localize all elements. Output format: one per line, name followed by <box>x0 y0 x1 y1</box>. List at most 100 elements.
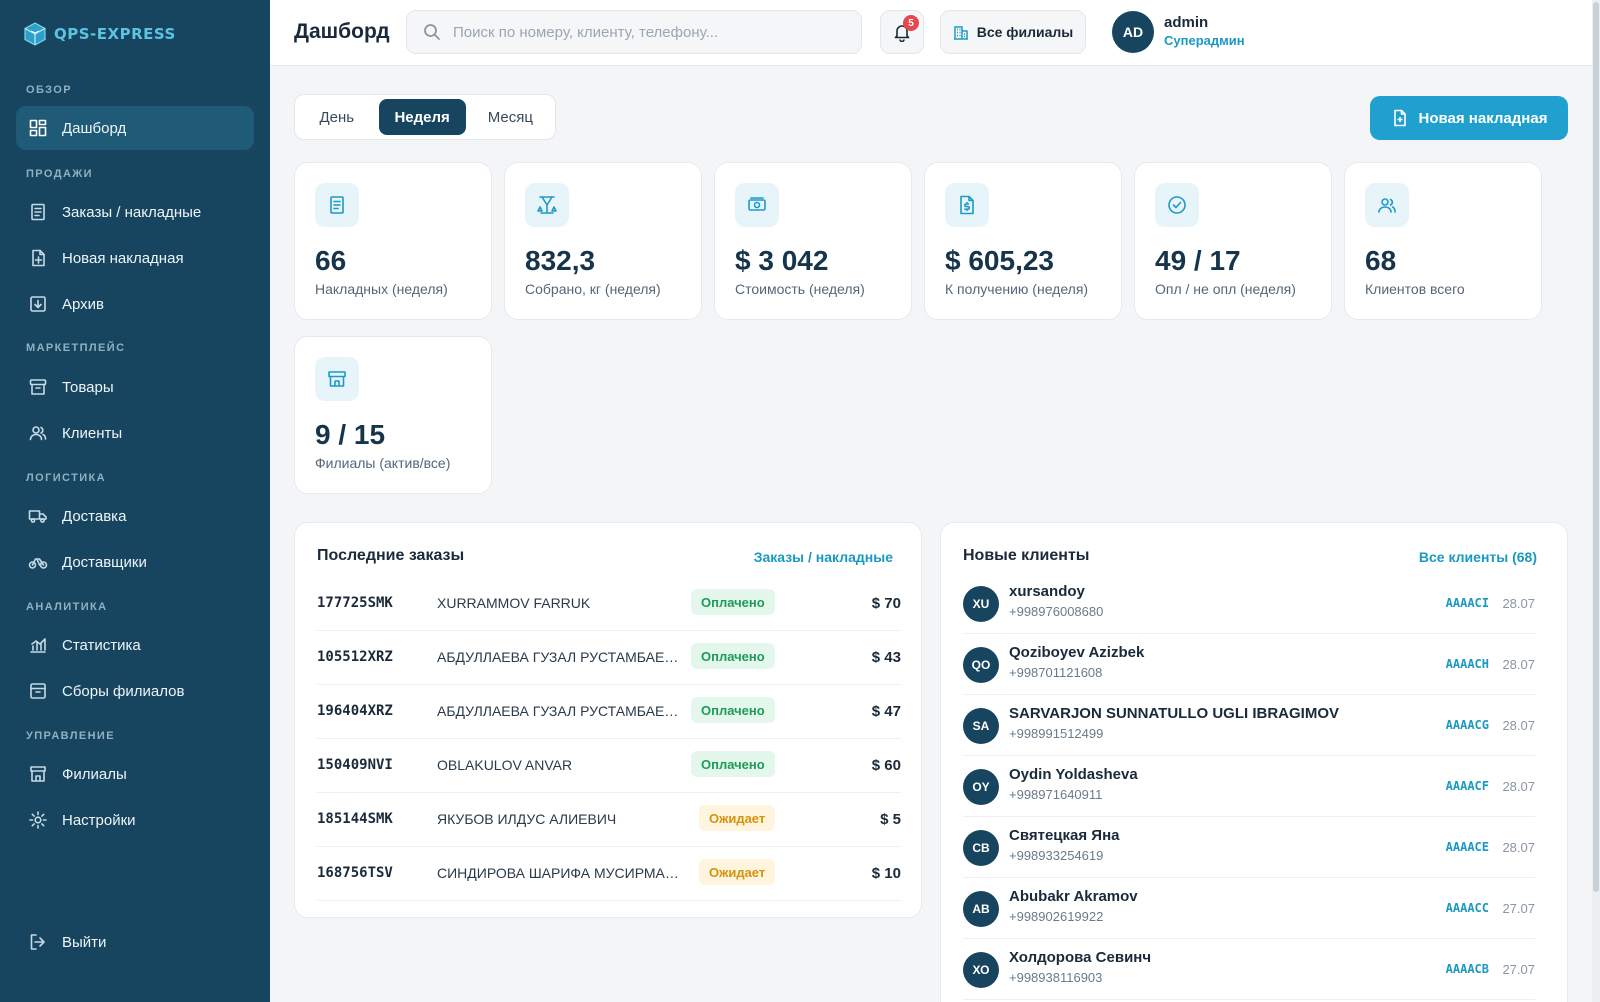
search-input[interactable] <box>453 23 843 41</box>
nav-section-sales: ПРОДАЖИ <box>26 168 93 180</box>
table-row[interactable]: 185144SMK ЯКУБОВ ИЛДУС АЛИЕВИЧ Ожидает $… <box>317 793 901 847</box>
client-name: SARVARJON SUNNATULLO UGLI IBRAGIMOV <box>1009 705 1340 722</box>
stat-value: 49 / 17 <box>1155 245 1241 276</box>
chart-icon <box>30 638 46 653</box>
table-row[interactable]: 168756TSV СИНДИРОВА ШАРИФА МУСИРМАНОВНА … <box>317 847 901 901</box>
all-clients-link[interactable]: Все клиенты (68) <box>1418 549 1537 565</box>
stat-card-invoices[interactable]: 66 Накладных (неделя) <box>294 162 492 320</box>
client-phone: +998701121608 <box>1009 665 1103 680</box>
stat-label: К получению (неделя) <box>945 281 1089 297</box>
dollar-doc-icon <box>960 195 974 215</box>
tab-month[interactable]: Месяц <box>487 108 533 126</box>
stat-label: Опл / не опл (неделя) <box>1155 281 1296 297</box>
user-avatar[interactable]: AD <box>1112 11 1154 53</box>
brand-logo[interactable]: QPS-EXPRESS <box>24 22 176 46</box>
status-badge: Ожидает <box>699 805 776 831</box>
sidebar-item-branch-fees[interactable]: Сборы филиалов <box>16 669 254 713</box>
client-code: AAAACE <box>1445 840 1489 854</box>
tab-day[interactable]: День <box>319 108 355 126</box>
list-item[interactable]: СВ Святецкая Яна +998933254619 AAAACE 28… <box>963 817 1535 878</box>
sidebar-item-label: Дашборд <box>62 119 127 137</box>
client-code: AAAACG <box>1445 718 1489 732</box>
stat-label: Филиалы (актив/все) <box>315 455 451 471</box>
nav-section-overview: ОБЗОР <box>26 84 72 96</box>
sidebar-item-dashboard[interactable]: Дашборд <box>16 106 254 150</box>
client-phone: +998938116903 <box>1009 970 1103 985</box>
order-client: АБДУЛЛАЕВА ГУЗАЛ РУСТАМБАЕВНА <box>437 649 687 665</box>
sidebar-item-label: Доставка <box>62 507 127 525</box>
client-date: 27.07 <box>1502 962 1535 977</box>
client-phone: +998971640911 <box>1009 787 1103 802</box>
sidebar-item-settings[interactable]: Настройки <box>16 798 254 842</box>
gear-icon <box>29 811 47 829</box>
table-row[interactable]: 105512XRZ АБДУЛЛАЕВА ГУЗАЛ РУСТАМБАЕВНА … <box>317 631 901 685</box>
table-row[interactable]: 150409NVI OBLAKULOV ANVAR Оплачено $ 60 <box>317 739 901 793</box>
stat-card-paid-unpaid[interactable]: 49 / 17 Опл / не опл (неделя) <box>1134 162 1332 320</box>
avatar: QO <box>963 647 999 683</box>
orders-link[interactable]: Заказы / накладные <box>753 549 893 565</box>
clients-icon <box>29 426 47 441</box>
sidebar-item-branches[interactable]: Филиалы <box>16 752 254 796</box>
search-box[interactable] <box>406 10 862 54</box>
nav-section-management: УПРАВЛЕНИЕ <box>26 730 115 742</box>
client-code: AAAACC <box>1445 901 1489 915</box>
sidebar-item-label: Товары <box>62 378 114 396</box>
list-item[interactable]: SA SARVARJON SUNNATULLO UGLI IBRAGIMOV +… <box>963 695 1535 756</box>
branch-filter-button[interactable]: Все филиалы <box>940 10 1086 54</box>
notifications-button[interactable]: 5 <box>880 10 924 54</box>
branch-filter-label: Все филиалы <box>976 24 1074 40</box>
order-client: XURRAMMOV FARRUK <box>437 595 591 611</box>
list-item[interactable]: AB Abubakr Akramov +998902619922 AAAACC … <box>963 878 1535 939</box>
stat-card-weight[interactable]: 832,3 Собрано, кг (неделя) <box>504 162 702 320</box>
page-scrollbar[interactable] <box>1592 0 1600 1002</box>
order-id: 168756TSV <box>317 865 393 881</box>
order-id: 105512XRZ <box>317 649 393 665</box>
client-phone: +998902619922 <box>1009 909 1104 924</box>
sidebar-item-new-invoice[interactable]: Новая накладная <box>16 236 254 280</box>
sidebar-item-delivery[interactable]: Доставка <box>16 494 254 538</box>
list-item[interactable]: ХО Холдорова Севинч +998938116903 AAAACB… <box>963 939 1535 1000</box>
logout-button[interactable]: Выйти <box>16 920 254 964</box>
client-name: Холдорова Севинч <box>1009 949 1152 966</box>
sidebar-item-clients[interactable]: Клиенты <box>16 411 254 455</box>
list-item[interactable]: QO Qoziboyev Azizbek +998701121608 AAAAC… <box>963 634 1535 695</box>
stat-card-branches[interactable]: 9 / 15 Филиалы (актив/все) <box>294 336 492 494</box>
order-amount: $ 43 <box>871 649 901 666</box>
sidebar-item-orders[interactable]: Заказы / накладные <box>16 190 254 234</box>
status-badge: Оплачено <box>691 589 775 615</box>
recent-orders-panel: Последние заказы Заказы / накладные 1777… <box>294 522 922 918</box>
card-icon-wrap <box>945 183 989 227</box>
sidebar-item-products[interactable]: Товары <box>16 365 254 409</box>
sidebar-item-label: Статистика <box>62 636 141 654</box>
stat-card-receivable[interactable]: $ 605,23 К получению (неделя) <box>924 162 1122 320</box>
users-icon <box>1378 198 1396 213</box>
list-item[interactable]: XU xursandoy +998976008680 AAAACI 28.07 <box>963 573 1535 634</box>
courier-icon <box>28 558 48 569</box>
sidebar-item-label: Клиенты <box>62 424 123 442</box>
table-row[interactable]: 177725SMK XURRAMMOV FARRUK Оплачено $ 70 <box>317 577 901 631</box>
stat-card-cost[interactable]: $ 3 042 Стоимость (неделя) <box>714 162 912 320</box>
client-phone: +998933254619 <box>1009 848 1104 863</box>
new-invoice-button[interactable]: Новая накладная <box>1370 96 1568 140</box>
tab-week[interactable]: Неделя <box>378 99 466 135</box>
period-tabs: День Неделя Месяц <box>294 94 556 140</box>
avatar: XU <box>963 586 999 622</box>
client-date: 28.07 <box>1502 840 1535 855</box>
sidebar-item-label: Новая накладная <box>62 249 184 267</box>
avatar: AB <box>963 891 999 927</box>
add-document-icon <box>1393 109 1406 127</box>
sidebar-item-archive[interactable]: Архив <box>16 282 254 326</box>
sidebar-item-couriers[interactable]: Доставщики <box>16 540 254 584</box>
scrollbar-thumb[interactable] <box>1593 2 1599 892</box>
stat-label: Собрано, кг (неделя) <box>525 281 661 297</box>
client-code: AAAACI <box>1445 596 1489 610</box>
list-item[interactable]: OY Oydin Yoldasheva +998971640911 AAAACF… <box>963 756 1535 817</box>
stat-card-clients[interactable]: 68 Клиентов всего <box>1344 162 1542 320</box>
client-date: 28.07 <box>1502 657 1535 672</box>
client-name: xursandoy <box>1009 583 1085 600</box>
order-amount: $ 10 <box>871 865 901 882</box>
stat-value: $ 605,23 <box>945 245 1054 276</box>
table-row[interactable]: 196404XRZ АБДУЛЛАЕВА ГУЗАЛ РУСТАМБАЕВНА … <box>317 685 901 739</box>
sidebar-item-label: Филиалы <box>62 765 127 783</box>
sidebar-item-statistics[interactable]: Статистика <box>16 623 254 667</box>
